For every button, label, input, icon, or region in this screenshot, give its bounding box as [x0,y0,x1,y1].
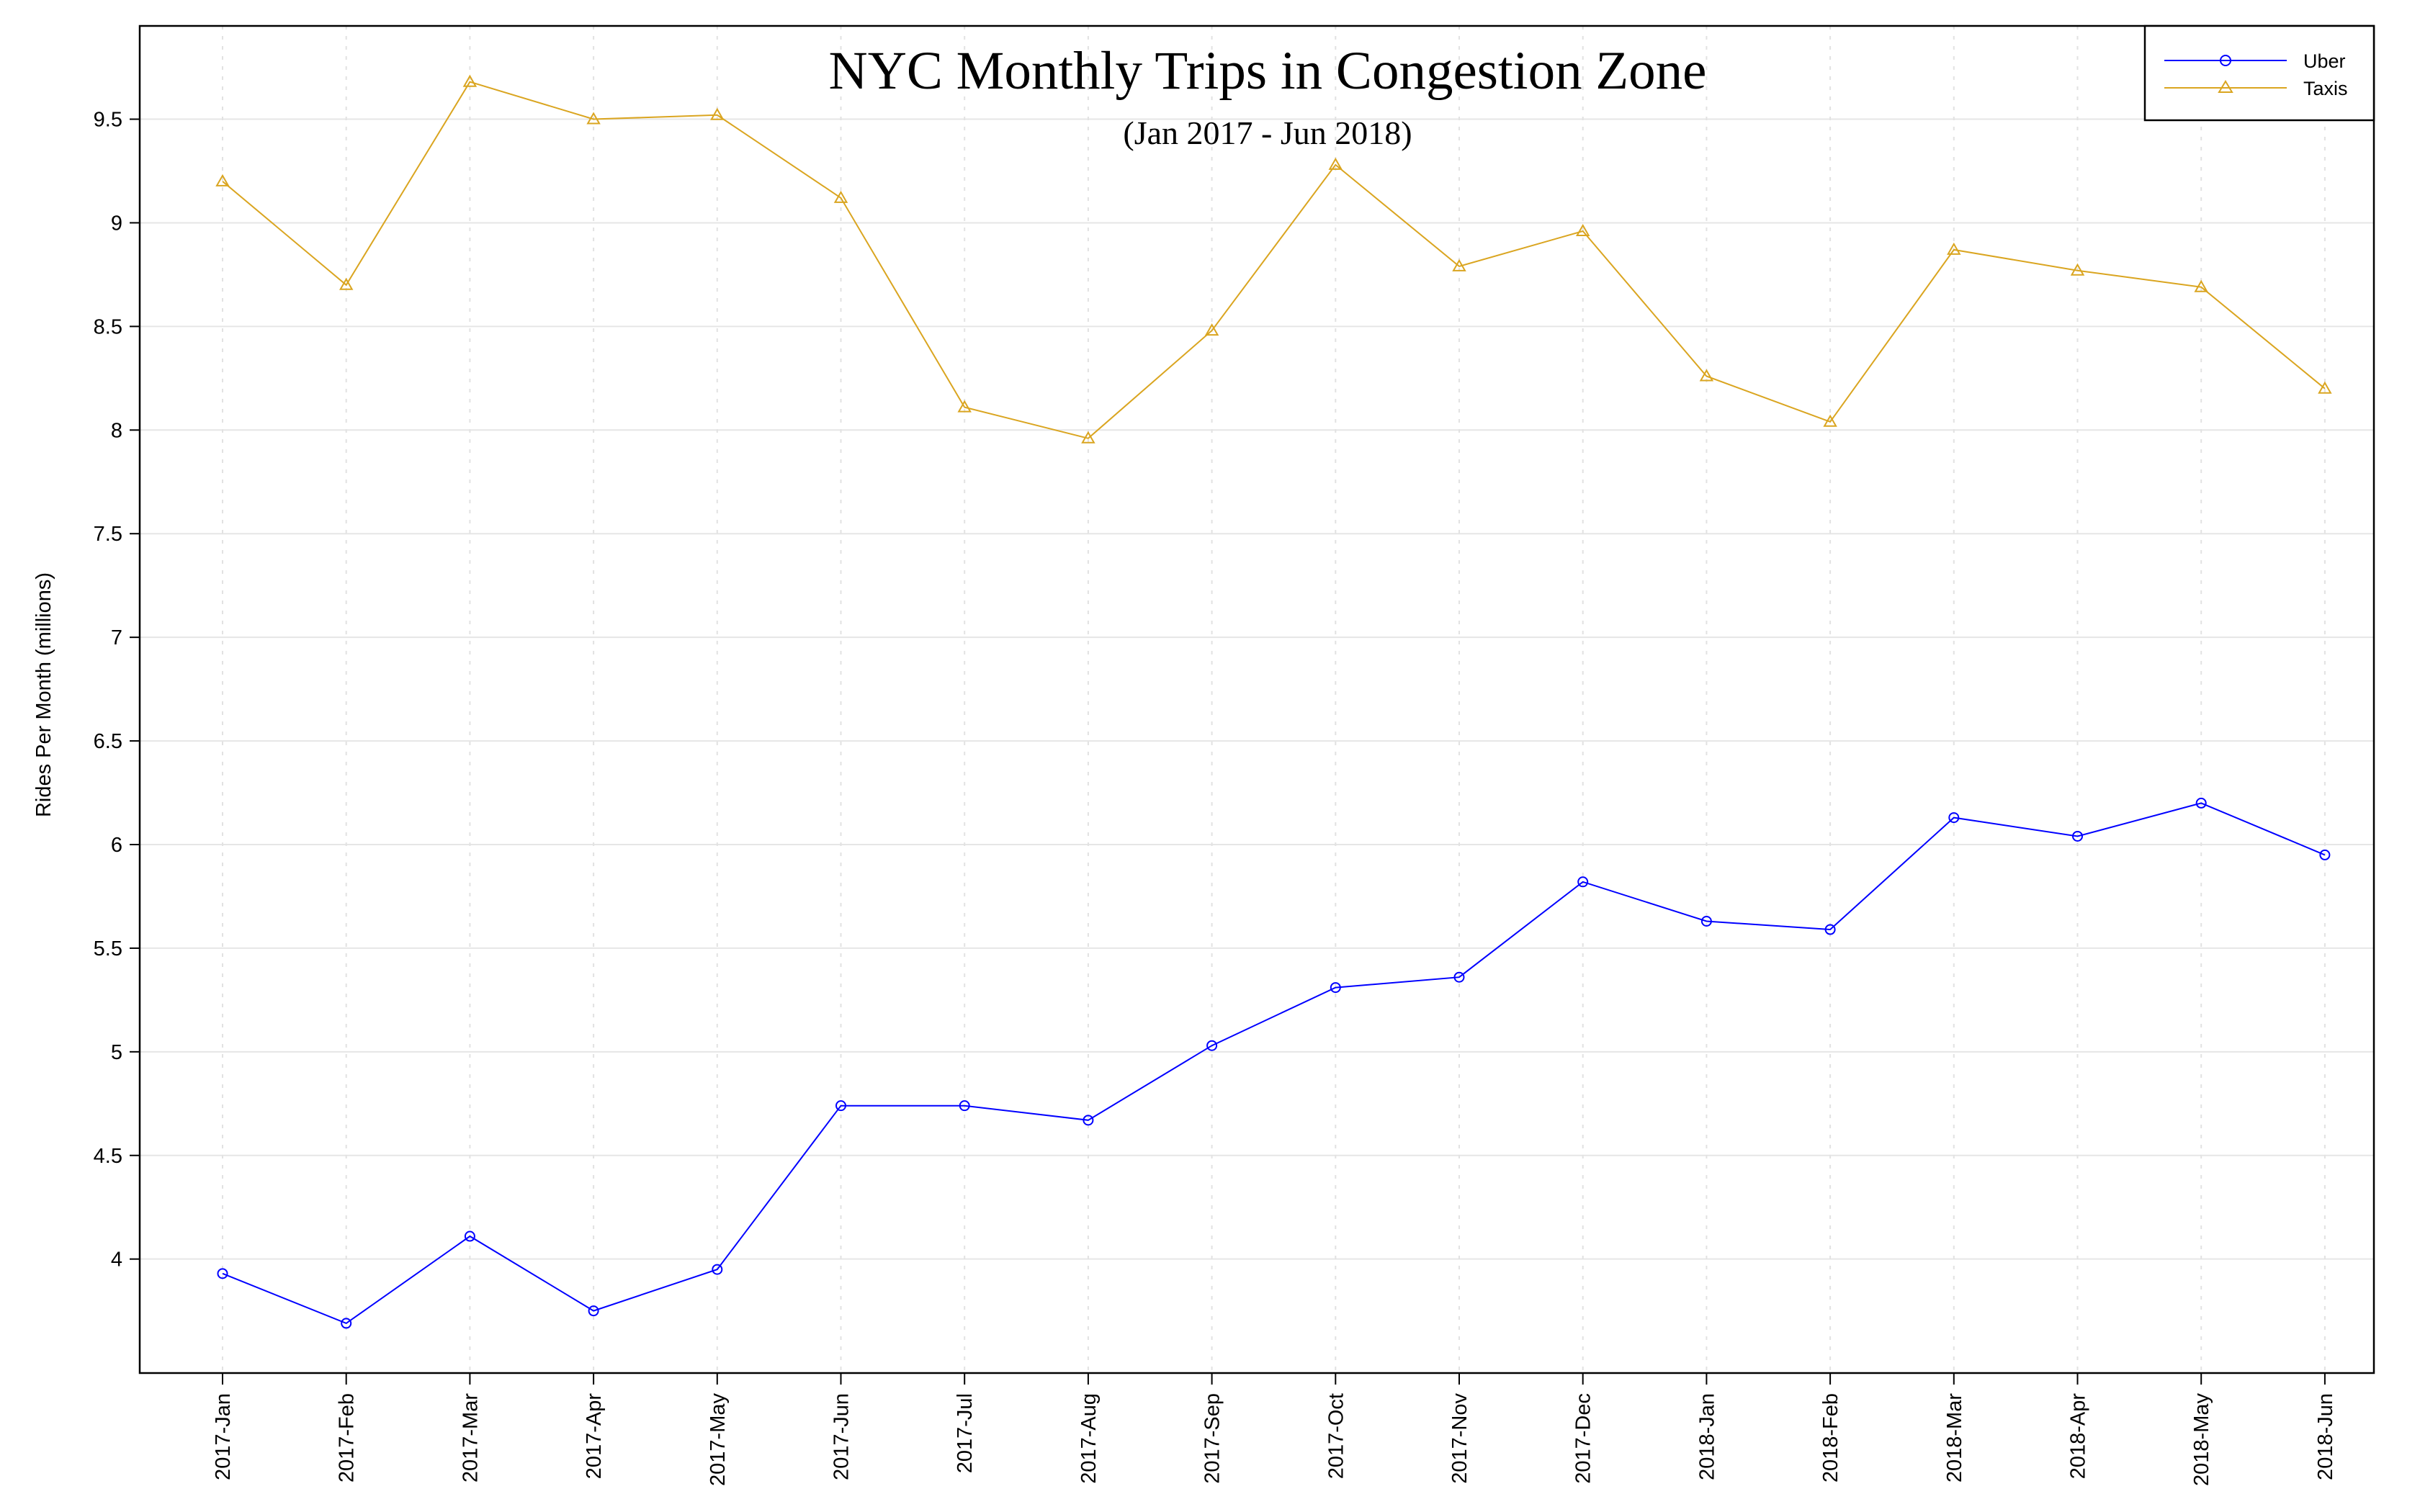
data-point-uber [712,1264,723,1275]
plot-frame [138,24,2375,1374]
y-tick-label: 8.5 [94,315,122,338]
x-tick-label: 2017-Feb [336,1393,359,1482]
data-point-uber [217,1268,228,1279]
data-point-taxis [1823,414,1837,427]
legend-uber-label: Uber [2303,50,2346,72]
data-point-uber [1577,876,1589,888]
data-point-taxis [2194,279,2208,292]
x-tick-label: 2017-Apr [583,1393,606,1480]
series-line-uber [222,802,2326,1325]
data-point-taxis [1204,323,1219,336]
data-point-taxis [957,400,972,413]
data-point-taxis [1699,369,1714,382]
data-point-taxis [215,174,230,186]
y-tick-label: 7 [111,626,122,649]
y-tick-label: 8 [111,419,122,442]
legend-taxis-label: Taxis [2303,78,2348,99]
axes: 4 4.5 5 5.5 6 6.5 7 7.5 8 8.5 9 9.5 2017-Jan 2017-Feb… [94,109,2337,1486]
data-point-uber [464,1230,475,1242]
data-point-uber [1330,982,1341,994]
x-tick-label: 2018-Feb [1819,1393,1842,1482]
data-point-taxis [1575,223,1590,236]
data-point-taxis [462,74,478,87]
y-tick-label: 4 [111,1248,122,1272]
chart-title: NYC Monthly Trips in Congestion Zone [829,41,1707,101]
x-tick-label: 2017-Aug [1077,1393,1101,1484]
data-point-taxis [586,112,601,125]
x-tick-label: 2018-May [2190,1393,2213,1486]
data-point-uber [2072,830,2083,842]
x-tick-label: 2018-Jan [1695,1393,1718,1480]
x-tick-label: 2017-Jun [830,1393,853,1480]
chart-subtitle: (Jan 2017 - Jun 2018) [1123,114,1412,151]
data-point-taxis [1081,431,1095,444]
data-point-uber [1083,1115,1094,1126]
x-tick-label: 2018-Mar [1943,1393,1966,1482]
y-tick-label: 6 [111,834,122,857]
legend-taxis-marker [2218,80,2233,93]
series-line-taxis [222,81,2326,439]
data-point-taxis [1452,258,1466,271]
x-tick-label: 2017-Oct [1325,1393,1348,1479]
y-tick-label: 4.5 [94,1145,122,1168]
y-tick-label: 9.5 [94,109,122,132]
data-point-uber [1206,1040,1218,1051]
y-tick-label: 6.5 [94,730,122,753]
data-point-uber [2319,849,2331,860]
data-point-taxis [2070,263,2085,276]
legend: Uber Taxis [2143,24,2375,122]
data-point-taxis [339,277,354,290]
data-point-uber [588,1305,599,1317]
legend-box [2143,24,2375,122]
data-point-uber [835,1100,846,1112]
x-tick-label: 2017-Sep [1201,1393,1224,1484]
y-tick-label: 5.5 [94,937,122,960]
x-tick-label: 2017-Mar [459,1393,482,1482]
data-point-uber [1824,924,1836,935]
data-point-taxis [710,107,725,120]
grid [140,26,2374,1373]
y-axis-label: Rides Per Month (millions) [32,572,55,817]
data-point-uber [1700,915,1712,927]
x-tick-label: 2017-May [707,1393,730,1486]
data-point-uber [341,1318,352,1329]
data-point-uber [1453,971,1465,983]
x-tick-label: 2017-Jul [954,1393,977,1473]
x-tick-label: 2018-Apr [2067,1393,2090,1480]
x-tick-label: 2017-Jan [212,1393,235,1480]
data-point-uber [1948,812,1960,824]
series-layer [215,74,2332,1329]
legend-uber-marker [2220,55,2231,66]
data-point-taxis [833,190,848,203]
data-point-taxis [1947,242,1961,255]
x-tick-label: 2017-Nov [1448,1393,1471,1484]
data-point-taxis [1328,157,1343,170]
y-tick-label: 5 [111,1041,122,1064]
data-point-uber [2195,797,2207,809]
x-tick-label: 2017-Dec [1572,1393,1595,1484]
data-point-uber [959,1100,970,1112]
y-tick-label: 7.5 [94,523,122,546]
data-point-taxis [2318,381,2332,394]
x-tick-label: 2018-Jun [2314,1393,2337,1480]
y-tick-label: 9 [111,212,122,235]
